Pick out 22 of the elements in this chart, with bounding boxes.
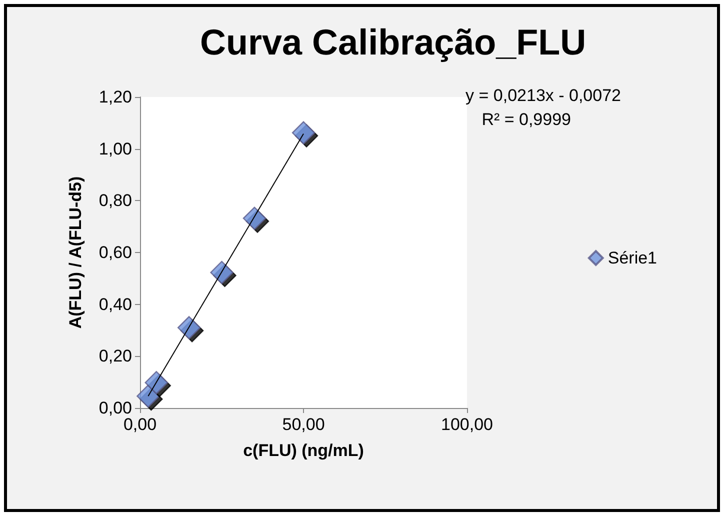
x-tick-label: 50,00 <box>282 415 325 434</box>
point <box>144 371 168 394</box>
x-tick-label: 100,00 <box>441 415 493 434</box>
y-axis-title: A(FLU) / A(FLU-d5) <box>66 176 85 329</box>
point <box>177 316 201 340</box>
point <box>292 121 316 144</box>
point <box>210 260 234 284</box>
x-tick-label: 0,00 <box>123 415 157 434</box>
y-tick-label: 0,00 <box>98 398 132 418</box>
x-axis-title: c(FLU) (ng/mL) <box>243 441 364 460</box>
annotation: y = 0,0213x - 0,0072 <box>466 86 622 105</box>
text: R² = 0,9999 <box>482 110 572 129</box>
point <box>242 206 266 230</box>
chart-title: Curva Calibração_FLU <box>200 22 586 62</box>
y-tick-label: 0,80 <box>98 191 132 210</box>
y-tick-label: 0,40 <box>98 294 132 314</box>
y-tick-label: 1,20 <box>98 88 132 106</box>
legend-label: Série1 <box>608 248 657 268</box>
y-tick-label: 0,20 <box>98 346 132 366</box>
y-tick-label: 0,60 <box>98 243 132 262</box>
point <box>136 384 160 408</box>
y-tick-label: 1,00 <box>98 139 132 158</box>
